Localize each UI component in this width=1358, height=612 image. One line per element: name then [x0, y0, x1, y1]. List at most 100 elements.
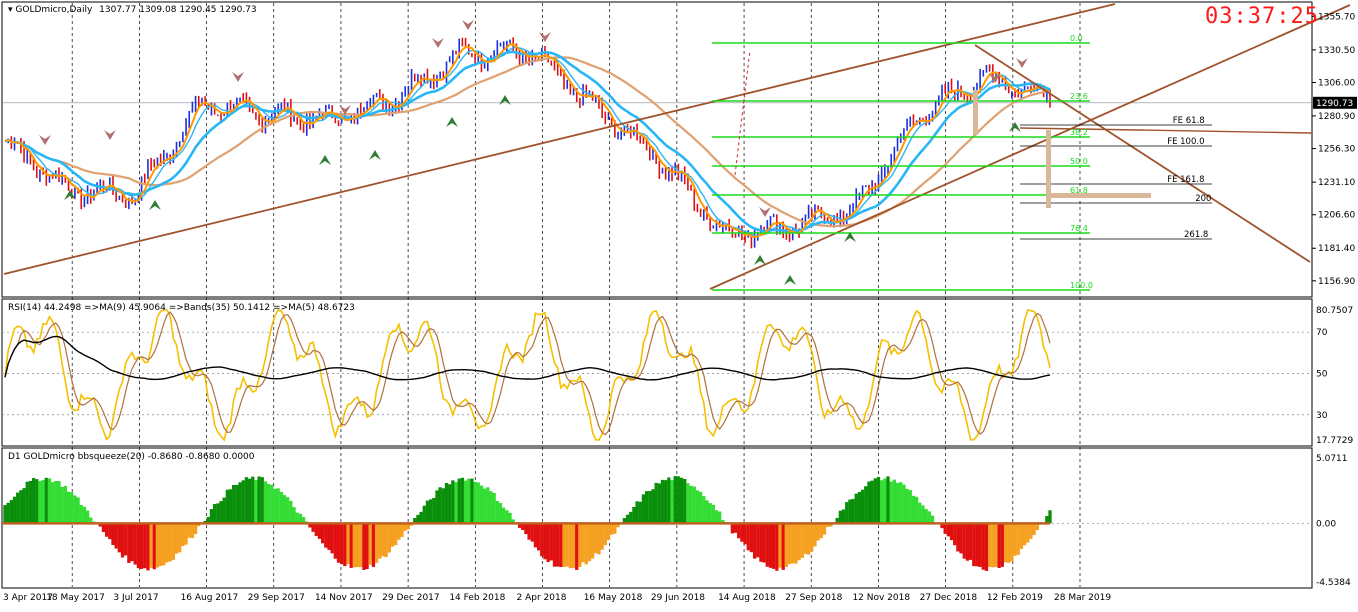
squeeze-pane-frame: [1, 447, 1313, 589]
buy-arrow-icon: [499, 95, 511, 105]
buy-arrow-icon: [446, 117, 458, 127]
rsi-pane-frame: [1, 298, 1313, 447]
buy-arrow-icon: [754, 255, 766, 265]
symbol-label: GOLDmicro,Daily: [15, 5, 93, 15]
time-label: 16 May 2018: [584, 593, 643, 603]
squeeze-scale-label: -4.5384: [1316, 578, 1351, 588]
squeeze-scale-label: 5.0711: [1316, 454, 1348, 464]
price-label: 1206.60: [1318, 211, 1355, 221]
price-label: 1256.30: [1318, 145, 1355, 155]
fe-label: FE 100.0: [1167, 137, 1204, 147]
fibo-label: 23.6: [1070, 92, 1088, 101]
rsi-scale-label: 30: [1316, 411, 1328, 421]
time-label: 16 Aug 2017: [181, 593, 239, 603]
time-label: 29 Jun 2018: [651, 593, 705, 603]
rsi-scale-label: 17.7729: [1316, 436, 1353, 446]
fe-label: 261.8: [1184, 230, 1208, 240]
ohlc-label: 1307.77 1309.08 1290.45 1290.73: [99, 5, 257, 15]
price-label: 1306.00: [1318, 78, 1355, 88]
fe-label: FE 61.8: [1173, 116, 1205, 126]
buy-arrow-icon: [844, 232, 856, 242]
projection-dashed-line: [734, 49, 751, 176]
buy-arrow-icon: [369, 150, 381, 160]
main-pane-frame: [1, 1, 1313, 298]
sell-arrow-icon: [232, 72, 244, 82]
rsi-header: RSI(14) 44.2498 =>MA(9) 45.9064 =>Bands(…: [8, 303, 355, 313]
fibo-label: 0.0: [1070, 34, 1083, 43]
price-plot[interactable]: 0.0 23.6 38.2 50.0 61.8 76.4 100.0 FE 61.8 FE 10…: [2, 3, 1351, 291]
sell-arrow-icon: [539, 32, 551, 42]
squeeze-header: D1 GOLDmicro bbsqueeze(20) -0.8680 -0.86…: [8, 452, 255, 462]
time-label: 3 Apr 2017: [3, 593, 53, 603]
time-label: 28 Mar 2019: [1054, 593, 1111, 603]
resistance-trendline: [974, 44, 1311, 263]
fe-label: 200: [1195, 194, 1211, 204]
rsi-bands-line: [4, 335, 1051, 381]
projection-bar: [1048, 193, 1151, 198]
time-label: 12 Nov 2018: [852, 593, 910, 603]
time-label: 3 Jul 2017: [113, 593, 158, 603]
sell-arrow-icon: [339, 105, 351, 115]
buy-arrow-icon: [64, 190, 76, 200]
price-label: 1280.90: [1318, 112, 1355, 122]
price-scale: 1355.70 1330.50 1306.00 1280.90 1256.30 1231.…: [1312, 12, 1357, 588]
support-trendline: [709, 4, 1351, 290]
time-label: 29 Sep 2017: [248, 593, 305, 603]
sell-arrow-icon: [104, 130, 116, 140]
rsi-line: [4, 309, 1051, 442]
time-label: 2 Apr 2018: [517, 593, 567, 603]
fe-baseline: [1019, 127, 1313, 134]
time-label: 14 Feb 2018: [449, 593, 505, 603]
sell-arrow-icon: [989, 73, 1001, 83]
slow-ma-line: [4, 56, 1051, 228]
time-label: 18 May 2017: [46, 593, 105, 603]
time-label: 14 Nov 2017: [315, 593, 373, 603]
squeeze-plot[interactable]: [2, 476, 1312, 571]
rsi-ma-line: [4, 311, 1051, 436]
rising-trendline: [3, 3, 1116, 275]
rsi-scale-label: 80.7507: [1316, 306, 1353, 316]
price-label: 1355.70: [1318, 12, 1355, 22]
price-label: 1181.40: [1318, 244, 1355, 254]
fibo-label: 50.0: [1070, 157, 1088, 166]
price-label: 1156.90: [1318, 277, 1355, 287]
fast-ma-line: [4, 43, 1051, 238]
sell-arrow-icon: [432, 38, 444, 48]
fe-label: FE 161.8: [1167, 175, 1204, 185]
time-label: 27 Sep 2018: [785, 593, 842, 603]
rsi-scale-label: 50: [1316, 369, 1328, 379]
rsi-scale-label: 70: [1316, 328, 1328, 338]
sell-arrow-icon: [39, 135, 51, 145]
current-price-tag: [1313, 96, 1357, 109]
time-label: 14 Aug 2018: [718, 593, 776, 603]
current-price-label: 1290.73: [1316, 99, 1353, 109]
sell-arrow-icon: [759, 207, 771, 217]
projection-bar: [973, 90, 978, 135]
symbol-header: ▾ GOLDmicro,Daily 1307.77 1309.08 1290.4…: [8, 5, 257, 15]
time-label: 27 Dec 2018: [920, 593, 978, 603]
buy-arrow-icon: [319, 155, 331, 165]
buy-arrow-icon: [1009, 122, 1021, 132]
fibo-label: 76.4: [1070, 224, 1088, 233]
price-label: 1330.50: [1318, 46, 1355, 56]
sell-arrow-icon: [462, 20, 474, 30]
fast-cyan-ma-line: [4, 46, 1051, 237]
buy-arrow-icon: [784, 275, 796, 285]
time-label: 29 Dec 2017: [382, 593, 440, 603]
symbol-icon: ▾: [8, 5, 13, 15]
price-label: 1231.10: [1318, 178, 1355, 188]
mid-ma-line: [4, 50, 1051, 233]
buy-arrow-icon: [149, 200, 161, 210]
fibo-label: 38.2: [1070, 128, 1088, 137]
projection-bar: [1046, 130, 1051, 208]
rsi-plot[interactable]: [2, 309, 1312, 442]
time-label: 12 Feb 2019: [987, 593, 1043, 603]
fibo-label: 61.8: [1070, 186, 1088, 195]
sell-arrow-icon: [1016, 58, 1028, 68]
fibo-label: 100.0: [1070, 281, 1093, 290]
squeeze-scale-label: 0.00: [1316, 519, 1336, 529]
countdown-clock: 03:37:25: [1205, 4, 1319, 29]
